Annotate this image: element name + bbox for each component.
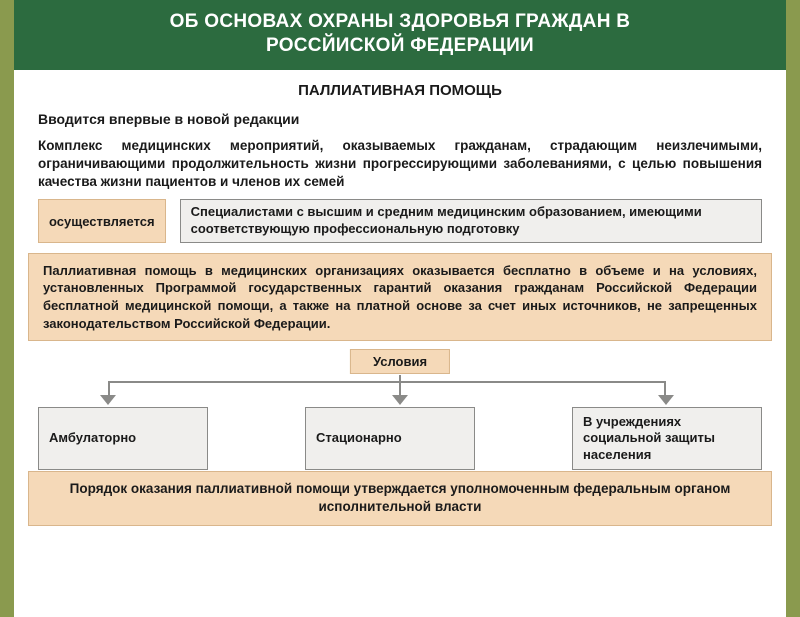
intro-line: Вводится впервые в новой редакции	[38, 111, 762, 127]
condition-box-2: Стационарно	[305, 407, 475, 470]
specialists-text: Специалистами с высшим и средним медицин…	[180, 199, 762, 243]
connector-hbar	[108, 381, 666, 383]
conditions-label: Условия	[350, 349, 450, 374]
condition-box-1: Амбулаторно	[38, 407, 208, 470]
conditions-area: Условия Амбулаторно Стационарно В учрежд…	[38, 341, 762, 459]
content: ОБ ОСНОВАХ ОХРАНЫ ЗДОРОВЬЯ ГРАЖДАН В РОС…	[14, 0, 786, 526]
header-line2: РОССЙИСКОЙ ФЕДЕРАЦИИ	[266, 35, 534, 56]
wedge-3	[658, 395, 674, 405]
specialists-row: осуществляется Специалистами с высшим и …	[38, 199, 762, 243]
header-line1: ОБ ОСНОВАХ ОХРАНЫ ЗДОРОВЬЯ ГРАЖДАН В	[170, 11, 631, 32]
subtitle: ПАЛЛИАТИВНАЯ ПОМОЩЬ	[14, 82, 786, 99]
wedge-2	[392, 395, 408, 405]
conditions-boxes: Амбулаторно Стационарно В учреждениях со…	[38, 407, 762, 470]
connector-drop-3	[664, 381, 666, 395]
connector-drop-2	[399, 381, 401, 395]
footer-block: Порядок оказания паллиативной помощи утв…	[28, 471, 772, 525]
condition-box-3: В учреждениях социальной защиты населени…	[572, 407, 762, 470]
wedge-1	[100, 395, 116, 405]
right-side-strip	[786, 0, 800, 617]
specialists-label: осуществляется	[38, 199, 166, 243]
left-side-strip	[0, 0, 14, 617]
definition: Комплекс медицинских мероприятий, оказыв…	[38, 137, 762, 192]
header: ОБ ОСНОВАХ ОХРАНЫ ЗДОРОВЬЯ ГРАЖДАН В РОС…	[14, 0, 786, 70]
free-care-block: Паллиативная помощь в медицинских органи…	[28, 253, 772, 341]
connector-drop-1	[108, 381, 110, 395]
